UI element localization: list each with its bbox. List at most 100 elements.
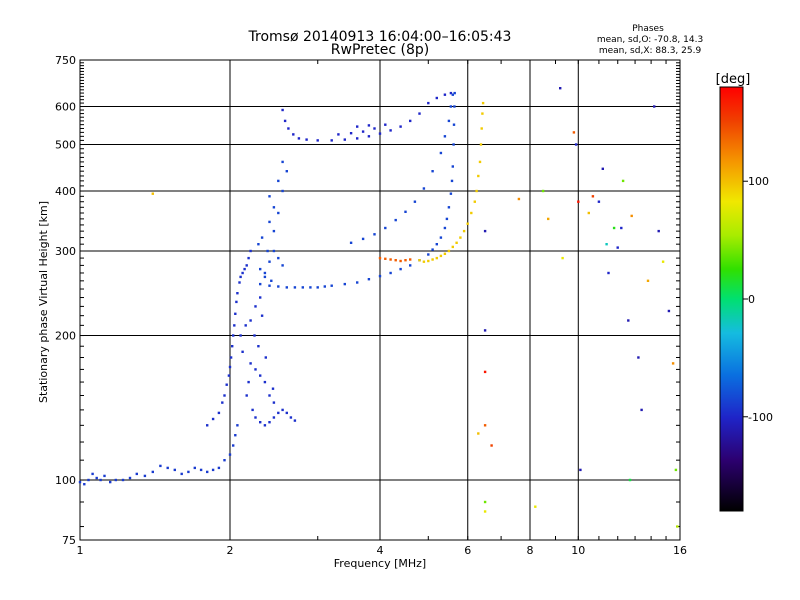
echo-point (272, 229, 276, 233)
echo-point (95, 476, 98, 480)
echo-point (475, 189, 478, 193)
echo-point (159, 464, 162, 468)
x-tick-label: 8 (527, 544, 534, 557)
echo-point (277, 211, 280, 215)
echo-point (462, 229, 466, 233)
echo-point (483, 329, 487, 332)
echo-point (243, 267, 246, 271)
echo-point (534, 505, 537, 508)
echo-point (384, 257, 387, 260)
colorbar-label: [deg] (716, 72, 751, 87)
echo-point (483, 229, 487, 233)
echo-point (367, 278, 371, 281)
echo-point (483, 370, 487, 374)
echo-point (337, 133, 340, 136)
echo-point (439, 151, 443, 155)
echo-point (233, 324, 236, 327)
echo-point (199, 468, 203, 472)
x-tick-label: 1 (77, 544, 84, 557)
echo-point (228, 453, 232, 456)
echo-point (268, 284, 271, 287)
echo-point (481, 101, 485, 105)
echo-point (450, 179, 454, 183)
echo-point (361, 130, 365, 133)
echo-point (166, 466, 169, 470)
echo-point (151, 192, 154, 195)
echo-point (277, 179, 280, 183)
stats-line-o: mean, sd,O: -70.8, 14.3 (597, 35, 703, 45)
echo-point (451, 165, 454, 168)
echo-point (264, 356, 267, 359)
echo-point (409, 119, 412, 123)
x-tick-label: 6 (464, 544, 471, 557)
echo-point (257, 243, 260, 246)
colorbar-gradient (720, 87, 743, 511)
echo-point (271, 387, 275, 390)
echo-point (367, 124, 371, 127)
echo-point (244, 324, 247, 327)
x-tick-label: 10 (571, 544, 585, 557)
echo-point (109, 480, 112, 484)
echo-point (480, 127, 483, 130)
echo-point (373, 127, 376, 130)
echo-point (628, 478, 632, 482)
x-axis-label: Frequency [MHz] (334, 557, 426, 570)
echo-point (356, 137, 359, 140)
y-axis-label: Stationary phase Virtual Height [km] (37, 201, 50, 403)
echo-point (211, 468, 215, 472)
echo-point (577, 200, 580, 203)
echo-point (389, 129, 392, 132)
echo-point (223, 394, 226, 397)
echo-point (591, 195, 595, 198)
echo-point (281, 408, 284, 412)
echo-point (671, 362, 675, 365)
echo-point (103, 474, 106, 478)
echo-point (445, 217, 449, 221)
echo-point (367, 135, 371, 138)
echo-point (646, 279, 650, 282)
echo-point (427, 101, 430, 105)
echo-point (249, 362, 252, 365)
x-tick-label: 2 (227, 544, 234, 557)
echo-point (257, 345, 260, 348)
echo-point (263, 271, 267, 275)
echo-point (289, 416, 293, 419)
stats-title: Phases (632, 24, 664, 34)
y-tick-label: 750 (55, 54, 76, 67)
echo-point (281, 108, 284, 112)
echo-point (607, 271, 610, 275)
echo-point (277, 285, 280, 288)
echo-point (235, 300, 238, 304)
echo-point (128, 476, 132, 480)
echo-point (587, 211, 590, 215)
echo-point (435, 96, 438, 100)
echo-point (285, 286, 288, 289)
colorbar-tick-label: -100 (748, 411, 773, 424)
echo-point (616, 246, 619, 249)
echo-point (435, 243, 438, 246)
echo-point (263, 424, 267, 427)
echo-point (422, 260, 426, 263)
y-tick-label: 400 (55, 185, 76, 198)
echo-point (443, 93, 447, 96)
echo-point (259, 267, 262, 271)
echo-point (490, 444, 493, 447)
echo-point (234, 312, 237, 315)
echo-point (605, 243, 608, 246)
echo-point (479, 143, 483, 146)
echo-point (439, 254, 443, 258)
echo-point (384, 123, 387, 126)
echo-point (356, 281, 359, 284)
echo-point (620, 226, 623, 230)
echo-point (254, 416, 257, 419)
echo-point (389, 258, 392, 261)
echo-point (254, 368, 257, 371)
y-tick-labels: 75 100 200 300 400 500 600 750 (55, 54, 76, 547)
axis-ticks (79, 59, 681, 540)
echo-point (422, 187, 426, 190)
echo-point (316, 286, 319, 289)
echo-point (330, 284, 333, 287)
y-tick-label: 300 (55, 245, 76, 258)
echo-point (231, 345, 234, 348)
